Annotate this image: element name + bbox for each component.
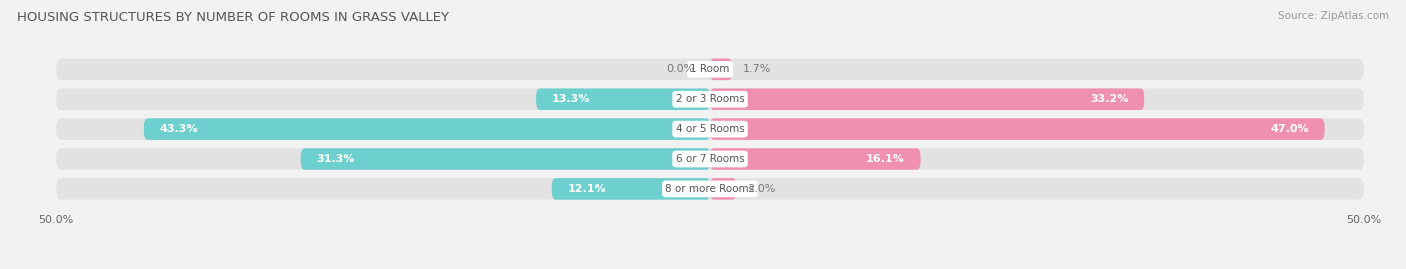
- FancyBboxPatch shape: [551, 178, 710, 200]
- Text: 1.7%: 1.7%: [742, 64, 770, 74]
- FancyBboxPatch shape: [710, 118, 1324, 140]
- FancyBboxPatch shape: [56, 59, 1364, 80]
- Text: 6 or 7 Rooms: 6 or 7 Rooms: [676, 154, 744, 164]
- FancyBboxPatch shape: [710, 59, 733, 80]
- Text: 0.0%: 0.0%: [666, 64, 695, 74]
- FancyBboxPatch shape: [710, 89, 1144, 110]
- Text: 13.3%: 13.3%: [551, 94, 591, 104]
- FancyBboxPatch shape: [56, 118, 1364, 140]
- FancyBboxPatch shape: [710, 178, 737, 200]
- Text: 16.1%: 16.1%: [866, 154, 905, 164]
- FancyBboxPatch shape: [56, 89, 1364, 110]
- Text: 2.0%: 2.0%: [747, 184, 775, 194]
- FancyBboxPatch shape: [56, 178, 1364, 200]
- Text: 47.0%: 47.0%: [1270, 124, 1309, 134]
- Text: 8 or more Rooms: 8 or more Rooms: [665, 184, 755, 194]
- FancyBboxPatch shape: [710, 148, 921, 170]
- Text: 4 or 5 Rooms: 4 or 5 Rooms: [676, 124, 744, 134]
- Text: 2 or 3 Rooms: 2 or 3 Rooms: [676, 94, 744, 104]
- FancyBboxPatch shape: [143, 118, 710, 140]
- Text: 43.3%: 43.3%: [159, 124, 198, 134]
- Text: HOUSING STRUCTURES BY NUMBER OF ROOMS IN GRASS VALLEY: HOUSING STRUCTURES BY NUMBER OF ROOMS IN…: [17, 11, 449, 24]
- Text: Source: ZipAtlas.com: Source: ZipAtlas.com: [1278, 11, 1389, 21]
- Text: 33.2%: 33.2%: [1090, 94, 1129, 104]
- Text: 31.3%: 31.3%: [316, 154, 354, 164]
- FancyBboxPatch shape: [301, 148, 710, 170]
- FancyBboxPatch shape: [536, 89, 710, 110]
- Text: 12.1%: 12.1%: [568, 184, 606, 194]
- FancyBboxPatch shape: [56, 148, 1364, 170]
- Text: 1 Room: 1 Room: [690, 64, 730, 74]
